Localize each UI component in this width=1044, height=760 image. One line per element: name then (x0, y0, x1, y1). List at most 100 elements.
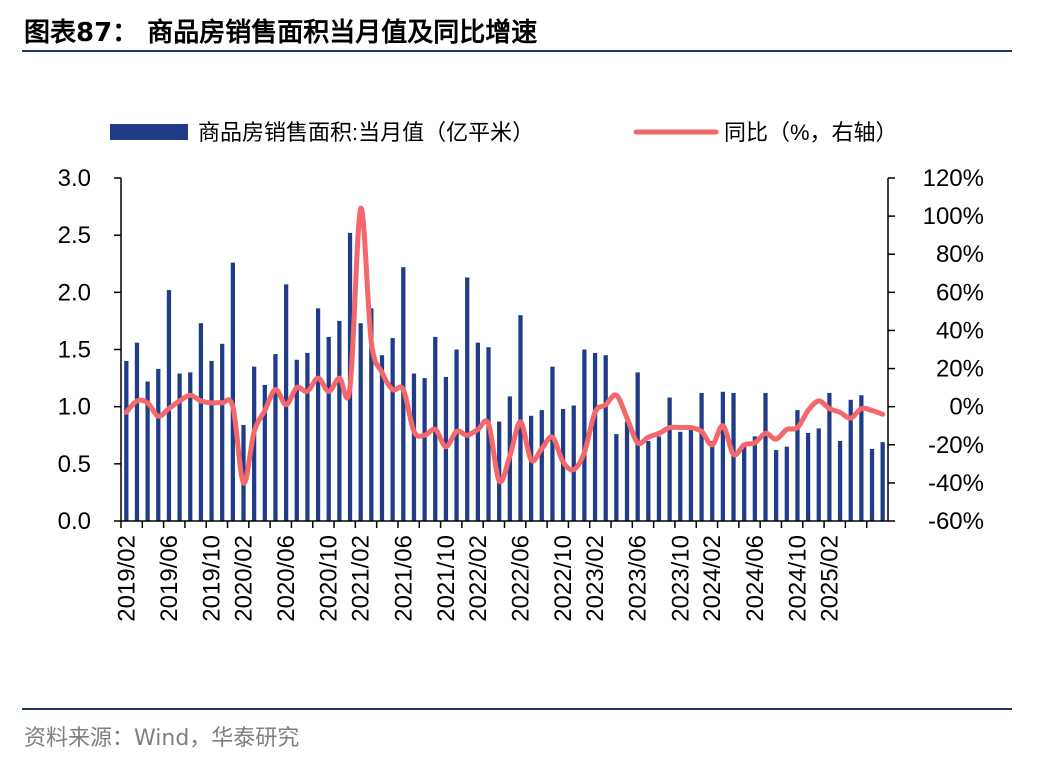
x-tick-label: 2019/10 (199, 535, 226, 622)
x-tick-label: 2024/06 (742, 535, 769, 622)
x-tick-label: 2021/10 (433, 535, 460, 622)
bar-2019/04 (145, 381, 150, 521)
bar-series (124, 232, 885, 521)
bar-2019/09 (198, 323, 204, 521)
x-tick-label: 2021/02 (348, 535, 375, 622)
left-tick-label: 2.0 (58, 279, 91, 306)
x-tick-label: 2023/06 (625, 535, 652, 622)
bar-2023/05 (624, 421, 630, 521)
page-title: 图表87： 商品房销售面积当月值及同比增速 (24, 18, 538, 48)
legend-bar-label: 商品房销售面积:当月值（亿平米） (198, 120, 534, 145)
bar-2023/12 (699, 392, 704, 521)
right-tick-label: -20% (928, 432, 984, 459)
bar-2024/08 (774, 450, 779, 521)
bar-2021/11 (454, 349, 459, 521)
bar-2023/06 (635, 372, 640, 521)
bar-2022/09 (550, 366, 555, 521)
bar-2019/08 (188, 372, 193, 521)
bar-2025/05 (859, 395, 864, 521)
right-tick-label: 80% (936, 241, 984, 268)
bar-2025/04 (848, 399, 853, 521)
title-divider (22, 50, 1012, 52)
left-tick-label: 3.0 (58, 165, 91, 192)
x-tick-label: 2023/10 (667, 535, 694, 622)
bar-2024/10 (795, 410, 800, 521)
x-tick-label: 2020/06 (273, 535, 300, 622)
bar-2024/11 (805, 432, 811, 521)
legend-bar-swatch (110, 124, 188, 140)
left-tick-label: 0.5 (58, 451, 91, 478)
bar-2024/06 (752, 436, 757, 521)
bar-2021/04 (379, 355, 385, 521)
x-tick-label: 2025/02 (816, 535, 843, 622)
bar-2024/07 (763, 392, 768, 521)
right-tick-label: 0% (949, 394, 984, 421)
bar-2024/05 (742, 445, 747, 521)
bar-2020/11 (337, 320, 342, 521)
bar-2023/08 (656, 436, 662, 521)
bar-2019/12 (230, 262, 235, 521)
bar-2025/02 (827, 392, 832, 521)
bar-2021/02 (358, 323, 363, 521)
left-tick-label: 0.0 (58, 508, 91, 535)
bar-2023/03 (603, 355, 608, 521)
axes: 0.0 0.5 1.0 1.5 2.0 2.5 3.0 -60% -40% -20% 0% 20% 40… (58, 165, 984, 622)
bar-2022/07 (529, 415, 534, 521)
bar-2020/05 (273, 354, 278, 521)
bar-2020/09 (315, 308, 321, 521)
bar-2023/11 (688, 427, 694, 521)
bar-2019/10 (209, 360, 214, 521)
right-tick-label: 40% (936, 317, 984, 344)
bar-2023/02 (592, 352, 598, 521)
x-tick-label: 2024/02 (699, 535, 726, 622)
bar-2021/03 (369, 308, 374, 521)
chart-canvas: 商品房销售面积:当月值（亿平米） 同比（%，右轴） 0.0 0.5 1.0 1.5 2.… (58, 120, 984, 622)
x-tick-label: 2024/10 (785, 535, 812, 622)
bar-2019/02 (124, 360, 129, 521)
bar-2025/06 (869, 448, 875, 521)
bar-2021/05 (390, 338, 395, 521)
bar-2025/03 (837, 440, 843, 521)
left-tick-label: 2.5 (58, 222, 91, 249)
x-tick-label: 2021/06 (390, 535, 417, 622)
x-tick-label: 2019/06 (156, 535, 183, 622)
bar-2020/10 (326, 336, 331, 521)
bar-2024/12 (816, 428, 821, 521)
bar-2025/07 (880, 442, 885, 521)
legend: 商品房销售面积:当月值（亿平米） 同比（%，右轴） (110, 120, 898, 145)
yoy-line (123, 205, 886, 486)
bar-2019/07 (177, 373, 182, 521)
bar-2022/12 (582, 349, 587, 521)
left-tick-label: 1.0 (58, 394, 91, 421)
x-tick-label: 2022/06 (508, 535, 535, 622)
bar-2022/06 (518, 315, 523, 521)
line-series (123, 205, 886, 486)
x-tick-label: 2022/10 (550, 535, 577, 622)
bar-2023/04 (614, 434, 619, 521)
bar-2022/08 (539, 410, 544, 521)
bar-2020/08 (305, 352, 310, 521)
legend-line-label: 同比（%，右轴） (724, 120, 898, 145)
bar-2023/09 (667, 397, 672, 521)
bar-2021/07 (411, 373, 417, 521)
left-tick-label: 1.5 (58, 337, 91, 364)
right-tick-label: -40% (928, 470, 984, 497)
bar-2024/02 (710, 440, 715, 521)
x-tick-label: 2020/10 (316, 535, 343, 622)
bar-2019/05 (156, 368, 161, 521)
bar-2021/08 (422, 378, 427, 521)
bar-2019/11 (220, 343, 225, 521)
right-tick-label: 120% (923, 165, 984, 192)
right-tick-label: -60% (928, 508, 984, 535)
x-tick-label: 2022/02 (465, 535, 492, 622)
source-note: 资料来源：Wind，华泰研究 (24, 726, 300, 751)
right-tick-label: 20% (936, 356, 984, 383)
right-tick-label: 60% (936, 279, 984, 306)
bar-2021/12 (465, 277, 470, 521)
right-tick-label: 100% (923, 203, 984, 230)
footer-divider (22, 708, 1012, 710)
x-tick-label: 2019/02 (113, 535, 140, 622)
bar-2024/09 (784, 446, 789, 521)
bar-2022/11 (571, 405, 576, 521)
x-tick-label: 2020/02 (231, 535, 258, 622)
